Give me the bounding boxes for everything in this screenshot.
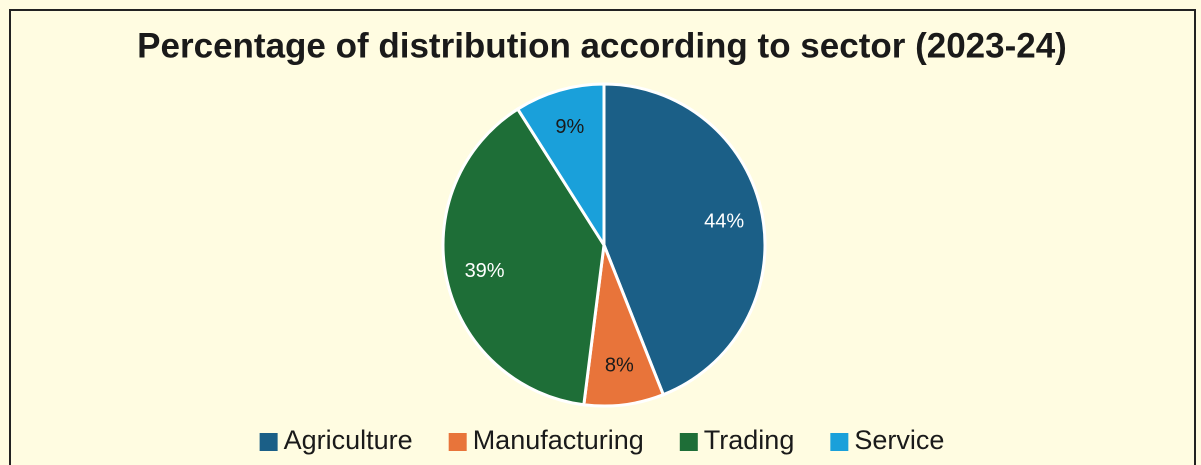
legend-label: Manufacturing — [473, 425, 644, 455]
legend-swatch — [679, 433, 698, 451]
data-label: 39% — [465, 260, 505, 282]
legend-swatch — [259, 433, 278, 451]
data-label: 9% — [555, 116, 584, 138]
pie-slice — [602, 82, 767, 397]
legend-swatch — [830, 433, 849, 451]
chart-title: Percentage of distribution according to … — [137, 26, 1067, 65]
data-label: 8% — [605, 355, 634, 377]
legend-label: Service — [854, 425, 944, 455]
legend-swatch — [448, 433, 467, 451]
data-label: 44% — [704, 210, 744, 232]
legend-label: Trading — [704, 425, 795, 455]
pie-slice — [515, 82, 606, 251]
legend-label: Agriculture — [284, 425, 413, 455]
